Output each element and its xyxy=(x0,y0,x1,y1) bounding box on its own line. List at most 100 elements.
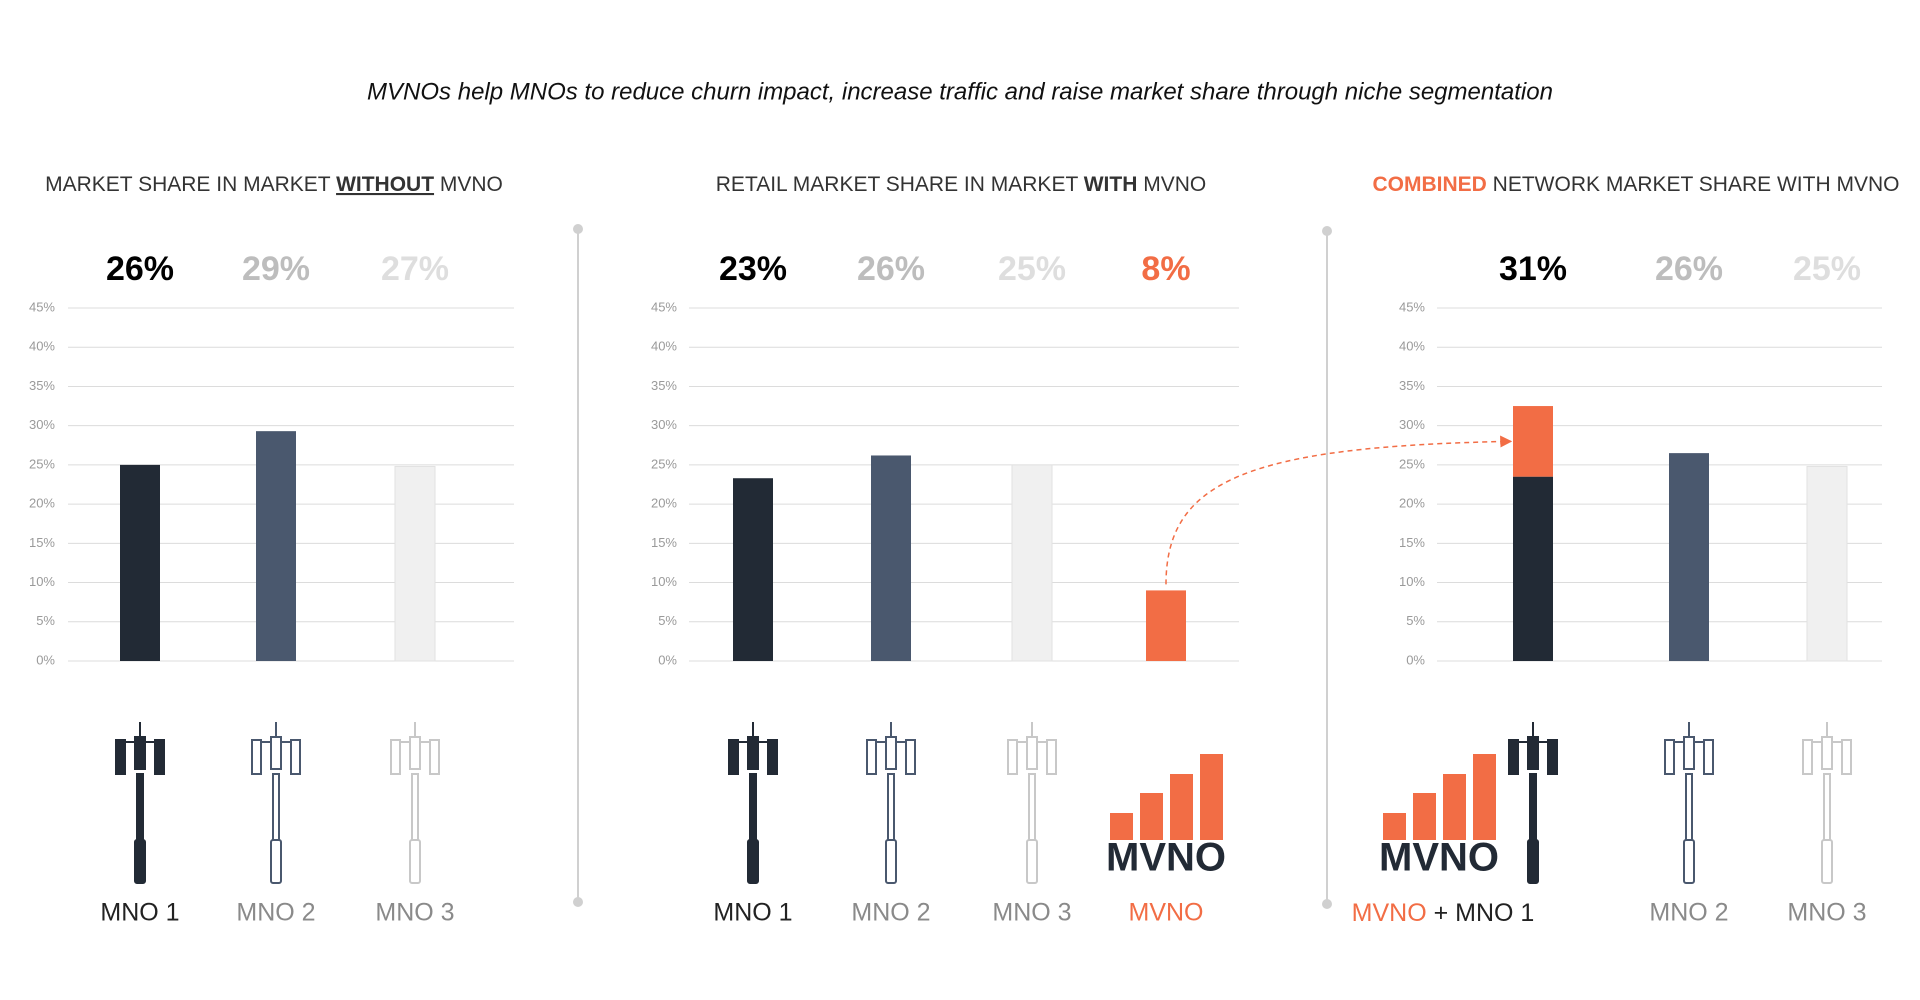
panel xyxy=(885,736,897,770)
mast xyxy=(136,773,144,841)
headline-value: 31% xyxy=(1499,250,1567,288)
divider xyxy=(573,224,583,907)
tower-icon xyxy=(1802,722,1852,884)
text-part: MVNO xyxy=(434,173,503,196)
y-tick-label: 20% xyxy=(29,496,55,511)
x-tick-label: MNO 2 xyxy=(1649,899,1728,927)
tower-icon xyxy=(1664,722,1714,884)
chart-title: RETAIL MARKET SHARE IN MARKET WITH MVNO xyxy=(716,173,1206,196)
y-tick-label: 40% xyxy=(1399,339,1425,354)
page-title: MVNOs help MNOs to reduce churn impact, … xyxy=(367,78,1553,105)
panel xyxy=(1703,739,1714,775)
headline-value: 25% xyxy=(1793,250,1861,288)
bar-segment xyxy=(1806,465,1848,662)
x-tick-label: MNO 2 xyxy=(851,899,930,927)
y-tick-label: 5% xyxy=(1406,613,1425,628)
chart-title: COMBINED NETWORK MARKET SHARE WITH MVNO xyxy=(1373,173,1900,196)
bar xyxy=(1011,464,1053,662)
panel xyxy=(1802,739,1813,775)
headline-value: 27% xyxy=(381,250,449,288)
tower-icon xyxy=(390,722,440,884)
headline-value: 26% xyxy=(857,250,925,288)
mast-base xyxy=(1821,839,1833,884)
panel xyxy=(1046,739,1057,775)
mast xyxy=(1529,773,1537,841)
panel xyxy=(1664,739,1675,775)
signal-bar xyxy=(1200,754,1223,840)
panel xyxy=(390,739,401,775)
x-tick-label: MNO 3 xyxy=(1787,899,1866,927)
tower-icon xyxy=(251,722,301,884)
x-tick-label: MNO 2 xyxy=(236,899,315,927)
y-tick-label: 45% xyxy=(1399,299,1425,314)
headline-value: 8% xyxy=(1141,250,1190,288)
y-tick-label: 10% xyxy=(29,574,55,589)
y-tick-label: 20% xyxy=(1399,496,1425,511)
panel xyxy=(154,739,165,775)
panel xyxy=(1527,736,1539,770)
mast xyxy=(411,773,419,841)
y-tick-label: 15% xyxy=(29,535,55,550)
bar xyxy=(394,465,436,662)
y-tick-label: 25% xyxy=(1399,456,1425,471)
x-tick-label: MNO 3 xyxy=(375,899,454,927)
signal-bar xyxy=(1110,813,1133,840)
mast xyxy=(1685,773,1693,841)
text-part: RETAIL MARKET SHARE IN MARKET xyxy=(716,173,1084,196)
headline-value: 29% xyxy=(242,250,310,288)
headline-value: 26% xyxy=(106,250,174,288)
text-part: NETWORK MARKET SHARE WITH MVNO xyxy=(1487,173,1900,196)
headline-value: 23% xyxy=(719,250,787,288)
y-tick-label: 40% xyxy=(29,339,55,354)
mast-base xyxy=(1683,839,1695,884)
y-tick-label: 10% xyxy=(651,574,677,589)
link-arrow xyxy=(1165,435,1513,585)
panel xyxy=(290,739,301,775)
x-tick-label: MNO 3 xyxy=(992,899,1071,927)
mast-base xyxy=(270,839,282,884)
headline-value: 25% xyxy=(998,250,1066,288)
panel xyxy=(270,736,282,770)
y-tick-label: 5% xyxy=(658,613,677,628)
mast-base xyxy=(747,839,759,884)
bar xyxy=(733,478,773,661)
bar xyxy=(256,431,296,661)
y-tick-label: 30% xyxy=(1399,417,1425,432)
y-tick-label: 40% xyxy=(651,339,677,354)
panel xyxy=(1683,736,1695,770)
chart-title: MARKET SHARE IN MARKET WITHOUT MVNO xyxy=(45,173,503,196)
panel xyxy=(905,739,916,775)
mast xyxy=(272,773,280,841)
bar xyxy=(1146,590,1186,661)
y-tick-label: 30% xyxy=(651,417,677,432)
logo-text: MVNO xyxy=(1379,836,1499,880)
y-tick-label: 5% xyxy=(36,613,55,628)
x-tick-label: MNO 1 xyxy=(713,899,792,927)
mast-base xyxy=(409,839,421,884)
y-tick-label: 35% xyxy=(29,378,55,393)
text-part: COMBINED xyxy=(1373,173,1487,196)
mast-base xyxy=(134,839,146,884)
mast-base xyxy=(885,839,897,884)
y-tick-label: 25% xyxy=(651,456,677,471)
mvno-logo: MVNO xyxy=(1379,754,1499,880)
y-tick-label: 20% xyxy=(651,496,677,511)
tower-icon xyxy=(866,722,916,884)
signal-bar xyxy=(1413,793,1436,840)
y-tick-label: 45% xyxy=(651,299,677,314)
text-part: MVNO xyxy=(1137,173,1206,196)
y-tick-label: 35% xyxy=(1399,378,1425,393)
panel xyxy=(1508,739,1519,775)
signal-bar xyxy=(1443,774,1466,840)
panel xyxy=(115,739,126,775)
signal-bar xyxy=(1170,774,1193,840)
y-tick-label: 25% xyxy=(29,456,55,471)
x-tick-label: MVNO xyxy=(1129,899,1204,927)
logo-text: MVNO xyxy=(1106,836,1226,880)
y-tick-label: 0% xyxy=(1406,652,1425,667)
x-tick-label: MNO 1 xyxy=(100,899,179,927)
signal-bar xyxy=(1473,754,1496,840)
y-tick-label: 0% xyxy=(36,652,55,667)
y-tick-label: 10% xyxy=(1399,574,1425,589)
